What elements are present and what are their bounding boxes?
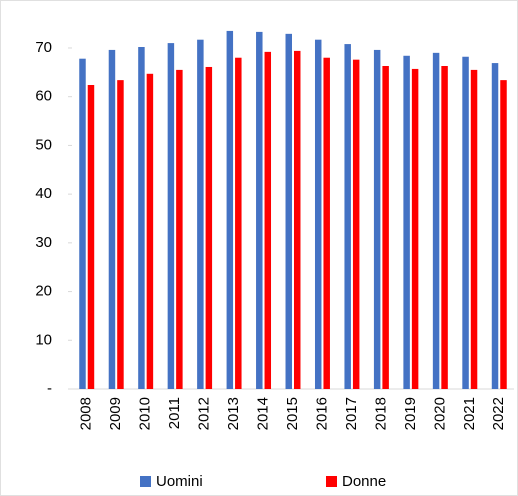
y-tick-label: -	[47, 380, 52, 397]
bar	[441, 66, 448, 389]
bar	[138, 47, 145, 389]
bar	[117, 80, 124, 389]
y-tick-label: 20	[35, 283, 52, 300]
x-tick-label: 2013	[225, 397, 242, 430]
bar	[344, 44, 351, 389]
x-tick-label: 2008	[78, 397, 95, 430]
y-tick-label: 10	[35, 331, 52, 348]
bar	[197, 39, 204, 389]
bar	[403, 55, 410, 390]
y-tick-label: 60	[35, 88, 52, 105]
bar	[87, 85, 95, 389]
bar	[432, 52, 440, 389]
x-tick-label: 2012	[196, 397, 213, 430]
bar	[235, 57, 242, 389]
bar	[491, 63, 499, 389]
bar	[285, 33, 292, 389]
x-tick-label: 2018	[372, 397, 389, 430]
bar	[411, 68, 419, 389]
bar	[323, 57, 330, 389]
legend-swatch	[326, 476, 337, 487]
x-tick-label: 2010	[137, 397, 154, 430]
bar	[167, 43, 175, 389]
legend-label: Uomini	[156, 473, 203, 490]
bar	[79, 58, 86, 389]
x-tick-label: 2020	[431, 397, 448, 430]
legend-swatch	[140, 476, 151, 487]
x-tick-label: 2016	[313, 397, 330, 430]
bar	[470, 69, 478, 390]
bar	[226, 30, 234, 390]
x-tick-label: 2021	[461, 397, 478, 430]
bar	[373, 49, 381, 390]
y-tick-label: 40	[35, 185, 52, 202]
x-tick-label: 2015	[284, 397, 301, 430]
bar	[462, 56, 469, 389]
bar	[314, 39, 322, 389]
x-tick-label: 2009	[107, 397, 124, 430]
y-tick-label: 70	[35, 39, 52, 56]
x-tick-label: 2011	[166, 397, 183, 429]
bar	[352, 59, 360, 390]
x-tick-label: 2017	[343, 397, 360, 430]
bar	[176, 69, 183, 390]
bar	[294, 50, 301, 390]
bar	[146, 73, 154, 390]
legend-label: Donne	[342, 473, 386, 490]
bar	[205, 66, 213, 389]
bar	[500, 80, 507, 389]
y-tick-label: 50	[35, 136, 52, 153]
x-tick-label: 2019	[402, 397, 419, 430]
bar	[256, 31, 263, 390]
x-tick-label: 2022	[490, 397, 507, 430]
bar	[264, 51, 272, 389]
x-tick-label: 2014	[255, 397, 272, 430]
bar	[382, 66, 389, 389]
y-tick-label: 30	[35, 234, 52, 251]
bar	[108, 49, 116, 390]
